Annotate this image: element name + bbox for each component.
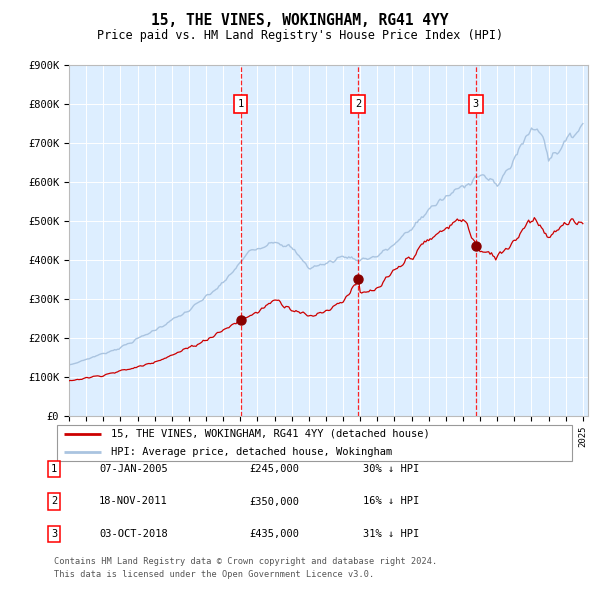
Text: £350,000: £350,000 [249, 497, 299, 506]
Text: 2: 2 [355, 99, 361, 109]
Text: 31% ↓ HPI: 31% ↓ HPI [363, 529, 419, 539]
Text: 03-OCT-2018: 03-OCT-2018 [99, 529, 168, 539]
Text: Price paid vs. HM Land Registry's House Price Index (HPI): Price paid vs. HM Land Registry's House … [97, 29, 503, 42]
Text: 1: 1 [238, 99, 244, 109]
Text: HPI: Average price, detached house, Wokingham: HPI: Average price, detached house, Woki… [112, 447, 392, 457]
Text: £435,000: £435,000 [249, 529, 299, 539]
Text: 15, THE VINES, WOKINGHAM, RG41 4YY (detached house): 15, THE VINES, WOKINGHAM, RG41 4YY (deta… [112, 429, 430, 439]
Text: £245,000: £245,000 [249, 464, 299, 474]
Text: This data is licensed under the Open Government Licence v3.0.: This data is licensed under the Open Gov… [54, 570, 374, 579]
Text: 18-NOV-2011: 18-NOV-2011 [99, 497, 168, 506]
Text: Contains HM Land Registry data © Crown copyright and database right 2024.: Contains HM Land Registry data © Crown c… [54, 557, 437, 566]
Text: 1: 1 [51, 464, 57, 474]
Text: 30% ↓ HPI: 30% ↓ HPI [363, 464, 419, 474]
Text: 3: 3 [473, 99, 479, 109]
Text: 15, THE VINES, WOKINGHAM, RG41 4YY: 15, THE VINES, WOKINGHAM, RG41 4YY [151, 13, 449, 28]
Text: 2: 2 [51, 497, 57, 506]
Text: 07-JAN-2005: 07-JAN-2005 [99, 464, 168, 474]
Text: 16% ↓ HPI: 16% ↓ HPI [363, 497, 419, 506]
Text: 3: 3 [51, 529, 57, 539]
FancyBboxPatch shape [56, 425, 572, 461]
